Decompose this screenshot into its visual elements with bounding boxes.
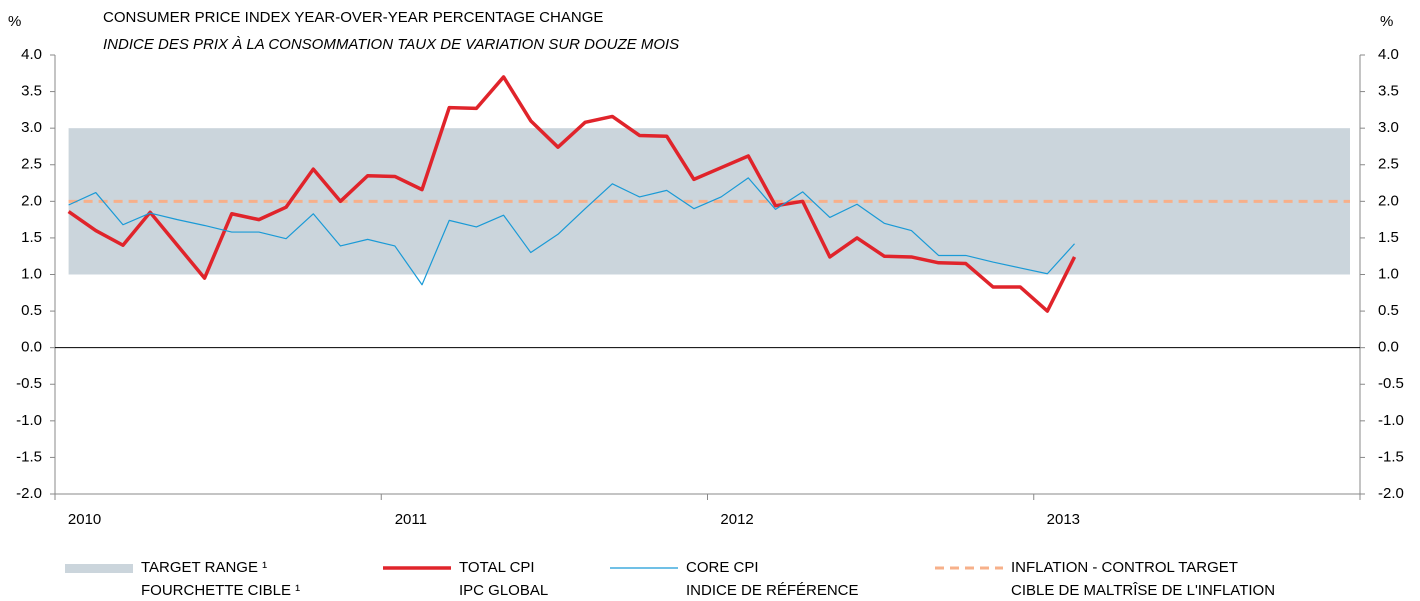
legend-label: IPC GLOBAL: [459, 582, 548, 599]
series-line: [68, 177, 1075, 286]
x-tick-label: 2013: [1047, 511, 1080, 528]
series-line: [67, 75, 1077, 313]
legend-label: CORE CPI: [686, 559, 759, 576]
x-tick-label: 2011: [395, 511, 427, 528]
legend-swatch: [65, 564, 133, 573]
legend-label: TARGET RANGE ¹: [141, 559, 267, 576]
y2-tick-label: -1.5: [1378, 448, 1404, 465]
y-tick-label: 4.0: [21, 46, 42, 63]
y-axis-label: %: [8, 13, 21, 30]
y2-tick-label: 0.0: [1378, 339, 1399, 356]
x-tick-label: 2010: [68, 511, 101, 528]
y2-tick-label: 4.0: [1378, 46, 1399, 63]
y-tick-label: 1.5: [21, 229, 42, 246]
y-tick-label: 0.0: [21, 339, 42, 356]
legend-label: TOTAL CPI: [459, 559, 535, 576]
legend-label: INFLATION - CONTROL TARGET: [1011, 559, 1238, 576]
y-tick-label: -0.5: [16, 375, 42, 392]
y2-tick-label: 2.5: [1378, 156, 1399, 173]
y-tick-label: 1.0: [21, 265, 42, 282]
legend-label: FOURCHETTE CIBLE ¹: [141, 582, 300, 599]
y2-axis-label: %: [1380, 13, 1393, 30]
y-tick-label: 2.5: [21, 156, 42, 173]
y2-tick-label: -2.0: [1378, 485, 1404, 502]
x-tick-label: 2012: [720, 511, 753, 528]
y-tick-label: -1.0: [16, 412, 42, 429]
chart-title: CONSUMER PRICE INDEX YEAR-OVER-YEAR PERC…: [103, 9, 603, 26]
y-tick-label: -2.0: [16, 485, 42, 502]
chart-subtitle: INDICE DES PRIX À LA CONSOMMATION TAUX D…: [103, 36, 679, 53]
y-tick-label: 0.5: [21, 302, 42, 319]
y-tick-label: 3.0: [21, 119, 42, 136]
y2-tick-label: -0.5: [1378, 375, 1404, 392]
legend-label: INDICE DE RÉFÉRENCE: [686, 582, 859, 599]
target-range: [68, 128, 1350, 275]
y-tick-label: 3.5: [21, 83, 42, 100]
y-tick-label: -1.5: [16, 448, 42, 465]
y2-tick-label: 1.0: [1378, 265, 1399, 282]
y2-tick-label: 1.5: [1378, 229, 1399, 246]
y2-tick-label: -1.0: [1378, 412, 1404, 429]
y2-tick-label: 3.0: [1378, 119, 1399, 136]
y2-tick-label: 3.5: [1378, 83, 1399, 100]
y2-tick-label: 2.0: [1378, 192, 1399, 209]
legend-label: CIBLE DE MALTRÎSE DE L'INFLATION: [1011, 582, 1275, 599]
y2-tick-label: 0.5: [1378, 302, 1399, 319]
y-tick-label: 2.0: [21, 192, 42, 209]
